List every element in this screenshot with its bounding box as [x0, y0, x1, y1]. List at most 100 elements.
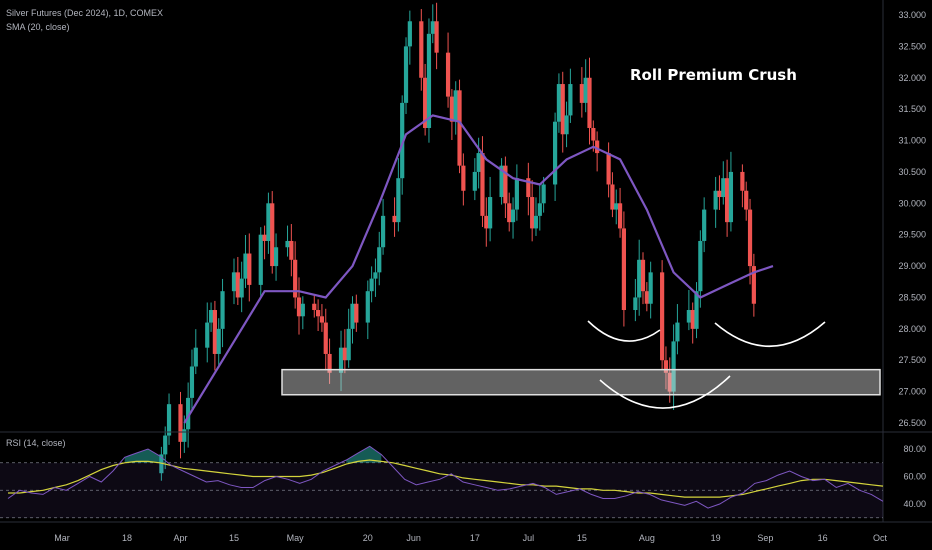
- candle-body: [648, 272, 653, 304]
- time-tick: Jul: [523, 533, 535, 543]
- candle-body: [667, 372, 672, 392]
- candle-body: [392, 215, 397, 223]
- price-tick: 31.000: [898, 136, 926, 146]
- candle-body: [751, 266, 756, 304]
- candle-body: [346, 328, 351, 361]
- candle-body: [396, 178, 401, 223]
- candle-body: [212, 310, 217, 354]
- sma-legend[interactable]: SMA (20, close): [6, 22, 70, 32]
- price-tick: 29.500: [898, 230, 926, 240]
- candle-body: [407, 21, 412, 47]
- candle-body: [533, 215, 539, 229]
- candle-body: [419, 21, 424, 78]
- price-tick: 33.000: [898, 10, 926, 20]
- candle-body: [316, 310, 321, 317]
- time-tick: Aug: [639, 533, 655, 543]
- time-tick: Oct: [873, 533, 888, 543]
- candle-body: [270, 203, 275, 267]
- candle-body: [189, 366, 195, 398]
- candle-body: [564, 115, 569, 135]
- left-shoulder-arc: [587, 320, 661, 342]
- candle-body: [338, 347, 344, 373]
- time-tick: May: [287, 533, 305, 543]
- support-zone[interactable]: [281, 368, 881, 396]
- candle-body: [721, 178, 726, 198]
- candle-body: [377, 247, 382, 273]
- symbol-legend[interactable]: Silver Futures (Dec 2024), 1D, COMEX: [6, 8, 164, 18]
- candle-body: [480, 153, 485, 216]
- candle-body: [663, 360, 669, 373]
- candle-body: [617, 203, 623, 229]
- candle-body: [423, 77, 428, 128]
- candle-body: [208, 310, 214, 323]
- candle-body: [725, 178, 730, 223]
- candle-body: [243, 253, 248, 279]
- candles-layer: [159, 2, 756, 481]
- price-tick: 28.500: [898, 292, 926, 302]
- candle-body: [453, 90, 458, 122]
- rsi-band: [0, 463, 883, 518]
- candle-body: [503, 165, 508, 204]
- price-pane[interactable]: Roll Premium Crush: [159, 2, 881, 481]
- time-tick: 19: [711, 533, 721, 543]
- candle-body: [488, 197, 493, 229]
- price-tick: 28.000: [898, 324, 926, 334]
- candle-body: [644, 291, 649, 304]
- time-tick: Sep: [757, 533, 773, 543]
- candle-body: [365, 291, 370, 323]
- candle-body: [273, 247, 279, 267]
- sma-line: [183, 114, 774, 424]
- candle-body: [220, 291, 225, 329]
- time-tick: 17: [470, 533, 480, 543]
- candle-body: [300, 303, 305, 317]
- candle-body: [744, 190, 749, 210]
- time-tick: 18: [122, 533, 132, 543]
- candle-body: [296, 297, 302, 317]
- candle-body: [606, 153, 611, 185]
- candle-body: [430, 21, 435, 34]
- candle-body: [342, 347, 347, 361]
- candle-body: [323, 322, 328, 354]
- annotation-text: Roll Premium Crush: [630, 66, 797, 84]
- candle-body: [633, 297, 638, 311]
- rsi-legend[interactable]: RSI (14, close): [6, 438, 66, 448]
- rsi-pane[interactable]: [0, 445, 884, 519]
- candle-body: [560, 84, 565, 135]
- price-tick: 32.500: [898, 41, 926, 51]
- candle-body: [728, 171, 734, 223]
- rsi-axis[interactable]: 80.00 60.00 40.00: [903, 444, 926, 509]
- time-tick: 20: [363, 533, 373, 543]
- candle-body: [568, 84, 573, 116]
- rsi-overbought-fills: [124, 446, 382, 463]
- price-tick: 32.000: [898, 73, 926, 83]
- right-shoulder-arc: [714, 321, 826, 348]
- price-axis[interactable]: 33.000 32.500 32.000 31.500 31.000 30.500 30.0…: [898, 10, 926, 428]
- price-tick: 27.500: [898, 355, 926, 365]
- candle-body: [312, 303, 317, 311]
- candle-body: [449, 96, 454, 122]
- candle-body: [702, 209, 707, 241]
- candle-body: [461, 165, 466, 191]
- candle-body: [476, 153, 481, 172]
- candle-body: [526, 178, 531, 198]
- candle-body: [247, 253, 252, 285]
- candle-body: [285, 240, 290, 248]
- time-tick: 15: [229, 533, 239, 543]
- candle-body: [205, 322, 210, 348]
- candle-body: [537, 203, 542, 216]
- price-tick: 29.000: [898, 261, 926, 271]
- candle-body: [690, 310, 695, 329]
- rsi-tick: 40.00: [903, 499, 926, 509]
- candle-body: [403, 46, 409, 103]
- candle-body: [373, 272, 378, 279]
- time-axis[interactable]: Mar 18 Apr 15 May 20 Jun 17 Jul 15 Aug 19 Sep 16 Oct: [54, 533, 887, 543]
- rsi-tick: 60.00: [903, 472, 926, 482]
- candle-body: [434, 21, 439, 53]
- candle-body: [426, 33, 432, 128]
- candle-body: [484, 215, 489, 229]
- candle-body: [319, 316, 325, 323]
- candle-body: [640, 259, 646, 292]
- candle-body: [262, 234, 267, 241]
- candle-body: [445, 52, 451, 97]
